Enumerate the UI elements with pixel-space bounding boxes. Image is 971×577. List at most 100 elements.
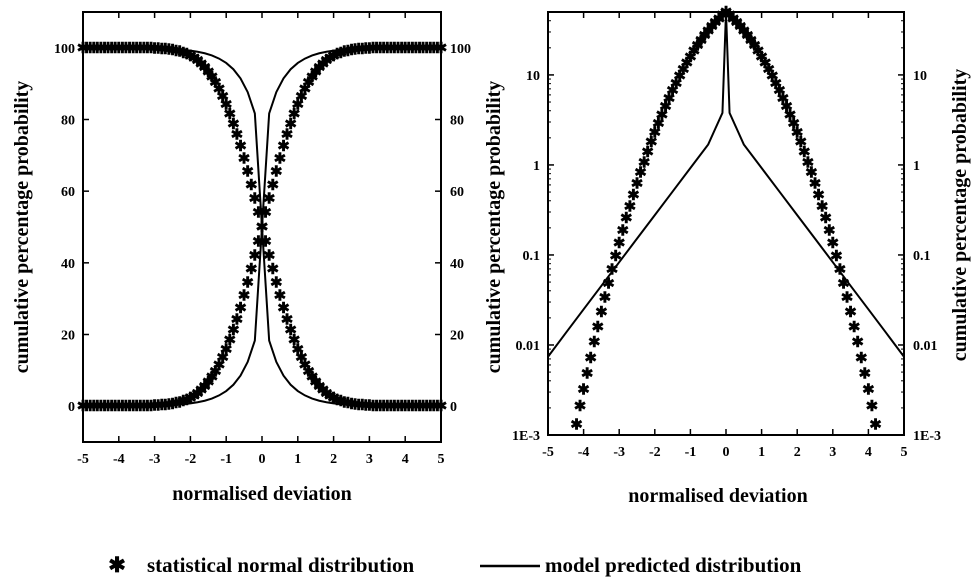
right-statistical-point: ✱	[588, 335, 601, 351]
right-statistical-point: ✱	[745, 33, 758, 49]
left-statistical-point: ✱	[263, 192, 276, 208]
left-statistical-point: ✱	[292, 342, 305, 358]
left-statistical-point: ✱	[334, 394, 347, 410]
right-y-tick-label: 1E-3	[512, 429, 540, 444]
left-statistical-point: ✱	[417, 399, 430, 415]
left-statistical-point: ✱	[102, 399, 115, 415]
left-statistical-point: ✱	[209, 76, 222, 92]
left-statistical-point: ✱	[188, 51, 201, 67]
left-statistical-point: ✱	[213, 82, 226, 98]
left-statistical-point: ✱	[202, 375, 215, 391]
left-statistical-point: ✱	[281, 128, 294, 144]
left-statistical-point: ✱	[338, 395, 351, 411]
left-statistical-point: ✱	[220, 98, 233, 114]
right-y-tick-label: 1	[533, 159, 540, 174]
left-y-tick-label-right: 80	[450, 114, 464, 129]
left-statistical-point: ✱	[241, 276, 254, 292]
left-statistical-point: ✱	[299, 358, 312, 374]
left-statistical-point: ✱	[270, 276, 283, 292]
right-x-tick-label: -4	[578, 445, 590, 460]
right-y-tick-label: 0.1	[523, 249, 541, 264]
left-statistical-point: ✱	[216, 351, 229, 367]
right-y-tick-label: 0.01	[516, 339, 541, 354]
left-x-tick-label: -4	[113, 452, 125, 467]
left-statistical-point: ✱	[263, 248, 276, 264]
right-x-tick-label: -2	[649, 445, 661, 460]
right-statistical-point: ✱	[698, 28, 711, 44]
left-statistical-point: ✱	[327, 49, 340, 65]
left-statistical-point: ✱	[198, 380, 211, 396]
left-statistical-point: ✱	[274, 289, 287, 305]
right-statistical-point: ✱	[862, 383, 875, 399]
legend: ✱ statistical normal distribution model …	[108, 553, 801, 577]
left-statistical-point: ✱	[231, 312, 244, 328]
left-statistical-point: ✱	[317, 57, 330, 73]
right-statistical-point: ✱	[713, 12, 726, 28]
left-statistical-point: ✱	[324, 389, 337, 405]
right-statistical-point: ✱	[816, 199, 829, 215]
left-x-tick-label: 2	[330, 452, 337, 467]
left-statistical-point: ✱	[270, 164, 283, 180]
left-y-tick-label: 0	[68, 400, 75, 415]
left-statistical-point: ✱	[370, 399, 383, 415]
left-statistical-point: ✱	[374, 399, 387, 415]
left-statistical-point: ✱	[277, 301, 290, 317]
left-statistical-point: ✱	[413, 399, 426, 415]
left-statistical-point: ✱	[120, 399, 133, 415]
left-y-tick-label: 100	[54, 42, 75, 57]
right-x-tick-label: -3	[613, 445, 625, 460]
left-statistical-point: ✱	[299, 82, 312, 98]
left-y-tick-label: 60	[61, 185, 75, 200]
right-x-tick-label: 1	[758, 445, 765, 460]
left-statistical-point: ✱	[324, 51, 337, 67]
right-statistical-point: ✱	[616, 223, 629, 239]
right-statistical-point: ✱	[844, 305, 857, 321]
left-statistical-point: ✱	[435, 399, 448, 415]
left-statistical-point: ✱	[184, 49, 197, 65]
right-statistical-point: ✱	[766, 69, 779, 85]
left-statistical-point: ✱	[313, 60, 326, 76]
left-statistical-point: ✱	[213, 358, 226, 374]
right-statistical-point: ✱	[627, 188, 640, 204]
right-statistical-point: ✱	[577, 383, 590, 399]
left-statistical-point: ✱	[288, 107, 301, 123]
left-y-tick-label-right: 40	[450, 257, 464, 272]
left-chart: -5 -4 -3 -2 -1 0 1 2 3 4 5 0 0 20 20 40 40 60 60 80 80 100 100…	[11, 11, 505, 505]
left-statistical-point: ✱	[431, 399, 444, 415]
left-y-tick-label: 80	[61, 114, 75, 129]
left-statistical-point: ✱	[195, 57, 208, 73]
right-statistical-point: ✱	[581, 367, 594, 383]
right-statistical-point: ✱	[841, 290, 854, 306]
left-statistical-point: ✱	[313, 380, 326, 396]
left-statistical-point: ✱	[367, 399, 380, 415]
right-x-tick-label: 0	[723, 445, 730, 460]
left-statistical-point: ✱	[238, 289, 251, 305]
right-statistical-point: ✱	[780, 99, 793, 115]
left-statistical-point: ✱	[410, 399, 423, 415]
right-statistical-point: ✱	[620, 211, 633, 227]
right-statistical-point: ✱	[855, 351, 868, 367]
right-statistical-point: ✱	[787, 117, 800, 133]
right-statistical-point: ✱	[727, 12, 740, 28]
right-x-tick-label: -1	[685, 445, 697, 460]
left-statistical-point: ✱	[249, 248, 262, 264]
right-statistical-point: ✱	[584, 351, 597, 367]
right-y-tick-label: 10	[526, 69, 540, 84]
left-statistical-point: ✱	[309, 65, 322, 81]
right-statistical-point: ✱	[649, 126, 662, 142]
left-statistical-point: ✱	[292, 98, 305, 114]
left-statistical-point: ✱	[428, 399, 441, 415]
left-statistical-point: ✱	[238, 151, 251, 167]
right-statistical-point: ✱	[592, 320, 605, 336]
left-statistical-point: ✱	[356, 42, 369, 58]
left-statistical-point: ✱	[249, 192, 262, 208]
right-statistical-point: ✱	[634, 166, 647, 182]
right-y-tick-label-right: 1E-3	[913, 429, 941, 444]
right-x-tick-label: -5	[542, 445, 554, 460]
left-x-tick-label: 4	[402, 452, 409, 467]
left-statistical-point: ✱	[206, 70, 219, 86]
right-statistical-point: ✱	[702, 24, 715, 40]
left-statistical-point: ✱	[134, 399, 147, 415]
left-statistical-point: ✱	[306, 70, 319, 86]
left-y-tick-label-right: 20	[450, 329, 464, 344]
